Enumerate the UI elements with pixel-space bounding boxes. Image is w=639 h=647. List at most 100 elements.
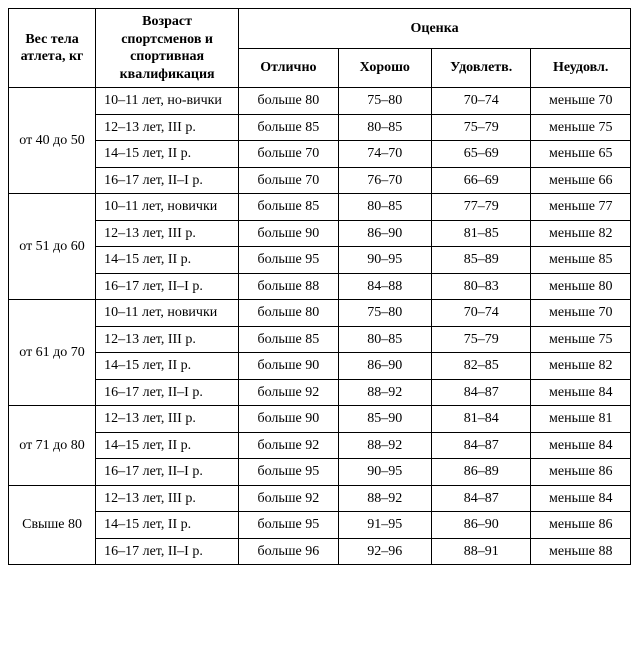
weight-cell: от 40 до 50 <box>9 88 96 194</box>
table-row: от 71 до 8012–13 лет, III р.больше 9085–… <box>9 406 631 433</box>
sat-cell: 80–83 <box>431 273 531 300</box>
age-cell: 14–15 лет, II р. <box>96 432 239 459</box>
age-cell: 16–17 лет, II–I р. <box>96 167 239 194</box>
good-cell: 80–85 <box>338 194 431 221</box>
age-cell: 14–15 лет, II р. <box>96 141 239 168</box>
table-row: 16–17 лет, II–I р.больше 8884–8880–83мен… <box>9 273 631 300</box>
age-cell: 12–13 лет, III р. <box>96 406 239 433</box>
age-cell: 16–17 лет, II–I р. <box>96 538 239 565</box>
sat-cell: 81–85 <box>431 220 531 247</box>
unsat-cell: меньше 66 <box>531 167 631 194</box>
unsat-cell: меньше 84 <box>531 379 631 406</box>
good-cell: 74–70 <box>338 141 431 168</box>
unsat-cell: меньше 75 <box>531 326 631 353</box>
header-weight: Вес тела атлета, кг <box>9 9 96 88</box>
excellent-cell: больше 95 <box>239 512 339 539</box>
age-cell: 16–17 лет, II–I р. <box>96 273 239 300</box>
unsat-cell: меньше 82 <box>531 353 631 380</box>
good-cell: 88–92 <box>338 485 431 512</box>
excellent-cell: больше 95 <box>239 459 339 486</box>
header-grade: Оценка <box>239 9 631 49</box>
excellent-cell: больше 70 <box>239 141 339 168</box>
weight-cell: от 71 до 80 <box>9 406 96 486</box>
table-row: 12–13 лет, III р.больше 8580–8575–79мень… <box>9 326 631 353</box>
excellent-cell: больше 90 <box>239 406 339 433</box>
sat-cell: 66–69 <box>431 167 531 194</box>
table-row: 16–17 лет, II–I р.больше 9288–9284–87мен… <box>9 379 631 406</box>
header-unsatisfactory: Неудовл. <box>531 48 631 88</box>
unsat-cell: меньше 85 <box>531 247 631 274</box>
unsat-cell: меньше 82 <box>531 220 631 247</box>
age-cell: 10–11 лет, новички <box>96 194 239 221</box>
sat-cell: 88–91 <box>431 538 531 565</box>
age-cell: 16–17 лет, II–I р. <box>96 459 239 486</box>
athlete-assessment-table: Вес тела атлета, кг Возраст спортсменов … <box>8 8 631 565</box>
excellent-cell: больше 85 <box>239 194 339 221</box>
header-excellent: Отлично <box>239 48 339 88</box>
excellent-cell: больше 85 <box>239 326 339 353</box>
good-cell: 85–90 <box>338 406 431 433</box>
excellent-cell: больше 88 <box>239 273 339 300</box>
sat-cell: 84–87 <box>431 432 531 459</box>
unsat-cell: меньше 88 <box>531 538 631 565</box>
header-good: Хорошо <box>338 48 431 88</box>
sat-cell: 86–89 <box>431 459 531 486</box>
unsat-cell: меньше 84 <box>531 485 631 512</box>
sat-cell: 75–79 <box>431 114 531 141</box>
table-row: 16–17 лет, II–I р.больше 7076–7066–69мен… <box>9 167 631 194</box>
good-cell: 91–95 <box>338 512 431 539</box>
unsat-cell: меньше 77 <box>531 194 631 221</box>
excellent-cell: больше 90 <box>239 220 339 247</box>
unsat-cell: меньше 70 <box>531 300 631 327</box>
age-cell: 16–17 лет, II–I р. <box>96 379 239 406</box>
age-cell: 14–15 лет, II р. <box>96 247 239 274</box>
sat-cell: 75–79 <box>431 326 531 353</box>
table-row: от 40 до 5010–11 лет, но-вичкибольше 807… <box>9 88 631 115</box>
sat-cell: 84–87 <box>431 485 531 512</box>
sat-cell: 70–74 <box>431 88 531 115</box>
good-cell: 86–90 <box>338 353 431 380</box>
weight-cell: от 51 до 60 <box>9 194 96 300</box>
excellent-cell: больше 92 <box>239 432 339 459</box>
excellent-cell: больше 80 <box>239 88 339 115</box>
excellent-cell: больше 90 <box>239 353 339 380</box>
excellent-cell: больше 92 <box>239 379 339 406</box>
sat-cell: 82–85 <box>431 353 531 380</box>
excellent-cell: больше 96 <box>239 538 339 565</box>
sat-cell: 77–79 <box>431 194 531 221</box>
excellent-cell: больше 85 <box>239 114 339 141</box>
table-row: 16–17 лет, II–I р.больше 9692–9688–91мен… <box>9 538 631 565</box>
excellent-cell: больше 95 <box>239 247 339 274</box>
header-satisfactory: Удовлетв. <box>431 48 531 88</box>
table-row: Свыше 8012–13 лет, III р.больше 9288–928… <box>9 485 631 512</box>
age-cell: 14–15 лет, II р. <box>96 512 239 539</box>
age-cell: 12–13 лет, III р. <box>96 114 239 141</box>
sat-cell: 84–87 <box>431 379 531 406</box>
age-cell: 14–15 лет, II р. <box>96 353 239 380</box>
good-cell: 90–95 <box>338 247 431 274</box>
good-cell: 90–95 <box>338 459 431 486</box>
unsat-cell: меньше 86 <box>531 512 631 539</box>
excellent-cell: больше 70 <box>239 167 339 194</box>
unsat-cell: меньше 84 <box>531 432 631 459</box>
unsat-cell: меньше 75 <box>531 114 631 141</box>
sat-cell: 81–84 <box>431 406 531 433</box>
table-row: 14–15 лет, II р.больше 9288–9284–87меньш… <box>9 432 631 459</box>
table-row: 14–15 лет, II р.больше 7074–7065–69меньш… <box>9 141 631 168</box>
excellent-cell: больше 80 <box>239 300 339 327</box>
excellent-cell: больше 92 <box>239 485 339 512</box>
age-cell: 10–11 лет, но-вички <box>96 88 239 115</box>
age-cell: 12–13 лет, III р. <box>96 326 239 353</box>
table-body: от 40 до 5010–11 лет, но-вичкибольше 807… <box>9 88 631 565</box>
table-row: 14–15 лет, II р.больше 9591–9586–90меньш… <box>9 512 631 539</box>
weight-cell: от 61 до 70 <box>9 300 96 406</box>
unsat-cell: меньше 65 <box>531 141 631 168</box>
table-row: от 61 до 7010–11 лет, новичкибольше 8075… <box>9 300 631 327</box>
good-cell: 76–70 <box>338 167 431 194</box>
good-cell: 88–92 <box>338 379 431 406</box>
good-cell: 75–80 <box>338 300 431 327</box>
age-cell: 12–13 лет, III р. <box>96 485 239 512</box>
good-cell: 75–80 <box>338 88 431 115</box>
header-age: Возраст спортсменов и спортивная квалифи… <box>96 9 239 88</box>
unsat-cell: меньше 80 <box>531 273 631 300</box>
